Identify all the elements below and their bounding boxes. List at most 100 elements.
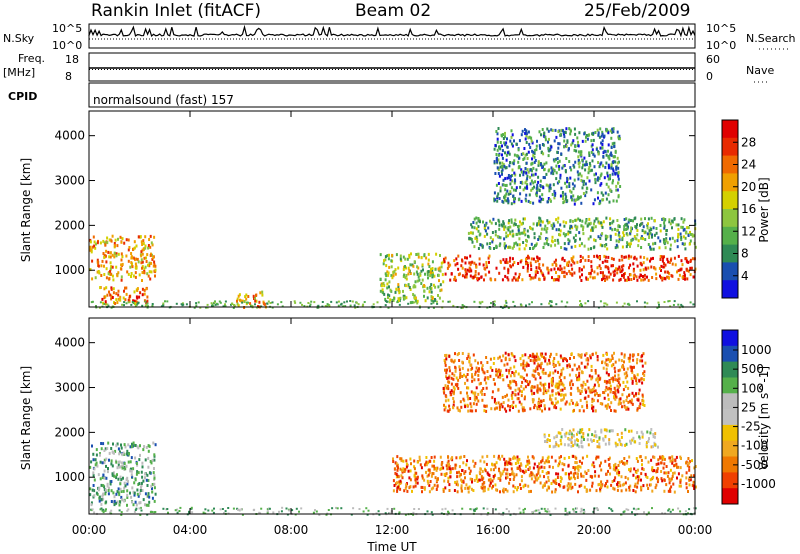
echo-cell	[550, 244, 553, 248]
echo-cell	[592, 222, 595, 226]
echo-cell	[666, 474, 669, 478]
echo-cell	[577, 159, 580, 163]
echo-cell	[129, 469, 132, 473]
echo-cell	[491, 462, 493, 466]
echo-cell	[619, 397, 622, 401]
echo-cell	[598, 256, 601, 260]
echo-cell	[586, 362, 589, 366]
echo-cell	[137, 260, 140, 264]
echo-cell	[629, 263, 632, 267]
echo-cell	[564, 402, 567, 406]
echo-cell	[594, 470, 597, 474]
echo-cell	[677, 465, 680, 469]
echo-cell	[505, 472, 508, 476]
echo-cell	[615, 199, 618, 203]
echo-cell	[626, 224, 629, 228]
ground-scatter-cell	[627, 508, 630, 511]
echo-cell	[93, 240, 96, 244]
echo-cell	[106, 241, 109, 245]
echo-cell	[547, 184, 550, 188]
echo-cell	[434, 267, 437, 271]
echo-cell	[511, 379, 514, 383]
echo-cell	[509, 374, 512, 378]
echo-cell	[636, 468, 639, 472]
echo-cell	[507, 228, 510, 232]
echo-cell	[557, 360, 560, 364]
colorbar-segment	[722, 173, 738, 192]
echo-cell	[645, 441, 648, 445]
echo-cell	[628, 356, 631, 360]
echo-cell	[678, 484, 681, 488]
echo-cell	[143, 445, 146, 448]
echo-cell	[615, 188, 618, 192]
echo-cell	[577, 445, 580, 449]
echo-cell	[601, 146, 604, 150]
echo-cell	[147, 274, 150, 278]
echo-cell	[544, 371, 547, 375]
echo-cell	[528, 135, 531, 139]
echo-cell	[626, 406, 629, 410]
ground-scatter-cell	[656, 306, 659, 309]
echo-cell	[600, 191, 603, 195]
echo-cell	[569, 482, 572, 486]
ground-scatter-cell	[575, 507, 578, 510]
echo-cell	[151, 490, 154, 494]
echo-cell	[553, 260, 556, 264]
echo-cell	[461, 366, 464, 370]
echo-cell	[93, 489, 96, 493]
echo-cell	[573, 127, 576, 131]
echo-cell	[592, 138, 595, 142]
echo-cell	[503, 244, 506, 248]
echo-cell	[387, 271, 390, 275]
echo-cell	[126, 449, 129, 453]
echo-cell	[509, 225, 512, 229]
echo-cell	[601, 130, 604, 134]
echo-cell	[130, 272, 133, 275]
echo-cell	[525, 364, 528, 368]
echo-cell	[538, 462, 541, 466]
echo-cell	[590, 364, 593, 368]
echo-cell	[497, 127, 500, 130]
ground-scatter-cell	[432, 300, 435, 303]
echo-cell	[511, 353, 514, 357]
echo-cell	[502, 487, 505, 491]
echo-cell	[449, 467, 452, 471]
echo-cell	[499, 236, 502, 240]
y-tick-label: 2000	[54, 425, 85, 439]
echo-cell	[452, 397, 455, 400]
echo-cell	[535, 186, 538, 190]
echo-cell	[622, 234, 625, 237]
ground-scatter-cell	[120, 511, 123, 514]
echo-cell	[487, 226, 490, 230]
ground-scatter-cell	[134, 509, 137, 511]
echo-cell	[616, 156, 619, 160]
echo-cell	[678, 273, 681, 277]
echo-cell	[506, 362, 509, 366]
echo-cell	[631, 438, 634, 442]
echo-cell	[145, 503, 148, 507]
echo-cell	[505, 153, 508, 157]
echo-cell	[578, 354, 581, 358]
echo-cell	[449, 475, 452, 479]
echo-cell	[140, 481, 143, 485]
echo-cell	[527, 256, 530, 260]
ground-scatter-cell	[266, 302, 269, 305]
echo-cell	[541, 409, 544, 413]
echo-cell	[99, 452, 101, 456]
echo-cell	[575, 401, 578, 405]
echo-cell	[127, 460, 130, 464]
echo-cell	[496, 160, 499, 164]
echo-cell	[386, 254, 389, 258]
echo-cell	[105, 500, 108, 504]
echo-cell	[570, 438, 573, 442]
ground-scatter-cell	[164, 300, 166, 303]
echo-cell	[595, 457, 598, 461]
echo-cell	[121, 237, 124, 241]
echo-cell	[570, 224, 573, 228]
echo-cell	[617, 381, 620, 385]
ground-scatter-cell	[175, 302, 178, 305]
echo-cell	[635, 476, 637, 480]
echo-cell	[493, 400, 496, 404]
ground-scatter-cell	[145, 303, 148, 306]
ground-scatter-cell	[579, 304, 581, 307]
